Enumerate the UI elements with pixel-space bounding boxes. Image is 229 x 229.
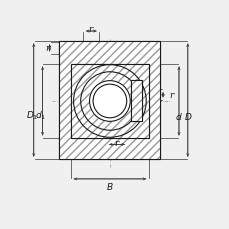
Circle shape [89, 81, 130, 122]
Circle shape [93, 85, 126, 118]
Polygon shape [71, 65, 148, 139]
Text: $B$: $B$ [106, 180, 113, 191]
Text: r: r [45, 44, 49, 53]
Text: $d$: $d$ [174, 110, 182, 121]
Polygon shape [59, 42, 160, 160]
Text: r: r [88, 25, 92, 34]
Circle shape [73, 65, 146, 138]
Text: r: r [169, 90, 173, 99]
Text: $D_1$: $D_1$ [26, 109, 38, 122]
Text: $d_1$: $d_1$ [35, 109, 46, 122]
Polygon shape [131, 80, 141, 122]
Text: $D$: $D$ [183, 110, 191, 121]
Text: r: r [114, 138, 118, 147]
Polygon shape [59, 42, 160, 160]
Polygon shape [71, 65, 148, 139]
Polygon shape [131, 80, 141, 122]
